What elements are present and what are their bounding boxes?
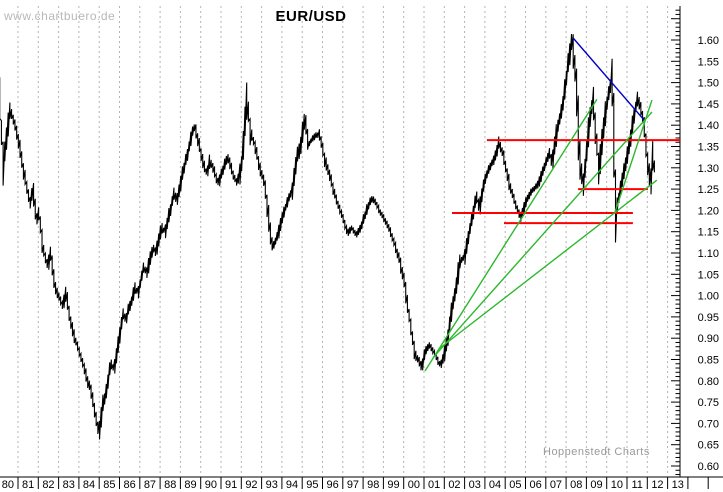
x-axis-label: 95 (306, 479, 318, 491)
x-axis-label: 93 (266, 479, 278, 491)
y-axis-label: 0.80 (698, 376, 719, 388)
y-axis-label: 1.35 (698, 142, 719, 154)
x-axis-label: 10 (611, 479, 623, 491)
y-axis-label: 1.05 (698, 269, 719, 281)
x-axis-label: 00 (408, 479, 420, 491)
x-axis-label: 82 (42, 479, 54, 491)
x-axis-label: 02 (448, 479, 460, 491)
x-axis-label: 97 (347, 479, 359, 491)
uptrend-from-2010-low-line (614, 99, 653, 213)
x-axis-label: 91 (225, 479, 237, 491)
y-axis-label: 1.30 (698, 163, 719, 175)
y-axis-label: 1.50 (698, 78, 719, 90)
x-axis-label: 85 (103, 479, 115, 491)
price-series-bars (0, 34, 655, 440)
x-axis-label: 80 (2, 479, 14, 491)
y-axis-label: 1.55 (698, 56, 719, 68)
x-axis-label: 03 (469, 479, 481, 491)
uptrend-fan-2-line (432, 111, 653, 359)
x-axis-label: 86 (124, 479, 136, 491)
x-axis-label: 12 (651, 479, 663, 491)
y-axis-label: 0.90 (698, 333, 719, 345)
x-axis-label: 01 (428, 479, 440, 491)
x-axis-label: 87 (144, 479, 156, 491)
y-axis-label: 0.95 (698, 312, 719, 324)
credit-hoppenstedt: Hoppenstedt Charts (543, 446, 650, 458)
y-axis-label: 1.25 (698, 184, 719, 196)
x-axis-label: 09 (590, 479, 602, 491)
downtrend-from-2008-peak-line (572, 37, 646, 122)
y-axis-label: 1.40 (698, 120, 719, 132)
uptrend-fan-1-line (424, 98, 598, 372)
x-axis-label: 90 (205, 479, 217, 491)
y-axis-label: 1.20 (698, 205, 719, 217)
y-axis-label: 1.45 (698, 99, 719, 111)
x-axis-label: 89 (184, 479, 196, 491)
x-axis-label: 98 (367, 479, 379, 491)
x-axis-label: 81 (22, 479, 34, 491)
y-axis-label: 0.60 (698, 461, 719, 473)
y-axis-label: 1.10 (698, 248, 719, 260)
x-axis-label: 13 (672, 479, 684, 491)
uptrend-fan-3-line (439, 179, 658, 349)
x-axis-label: 88 (164, 479, 176, 491)
x-axis-label: 96 (327, 479, 339, 491)
x-axis-label: 99 (387, 479, 399, 491)
x-axis-label: 04 (489, 479, 501, 491)
x-axis-label: 83 (63, 479, 75, 491)
x-axis-label: 06 (530, 479, 542, 491)
y-axis-label: 0.70 (698, 418, 719, 430)
y-axis-label: 0.85 (698, 355, 719, 367)
x-axis-label: 05 (509, 479, 521, 491)
y-axis-label: 0.65 (698, 440, 719, 452)
watermark-chartbuero: www.chartbuero.de (4, 9, 116, 23)
y-axis-label: 1.15 (698, 227, 719, 239)
x-axis-label: 11 (631, 479, 642, 491)
x-axis-label: 08 (570, 479, 582, 491)
y-axis-label: 1.00 (698, 291, 719, 303)
y-axis-label: 0.75 (698, 397, 719, 409)
chart-title: EUR/USD (275, 8, 347, 25)
x-axis-label: 84 (83, 479, 95, 491)
x-axis-label: 94 (286, 479, 298, 491)
x-axis-label: 07 (550, 479, 562, 491)
y-axis-label: 1.60 (698, 35, 719, 47)
x-axis-label: 92 (245, 479, 257, 491)
